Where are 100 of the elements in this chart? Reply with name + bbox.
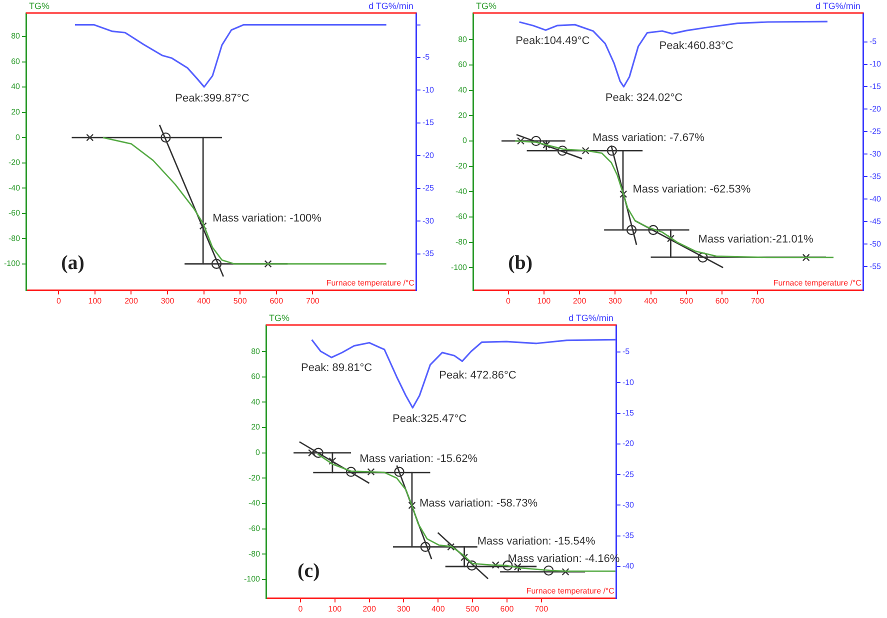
y2-tick-label: -15 <box>622 408 635 418</box>
y-tick-label: -20 <box>8 158 21 168</box>
y2-axis-title: d TG%/min <box>368 0 414 11</box>
y2-tick-label: -5 <box>622 347 630 356</box>
y-tick-label: 0 <box>256 448 261 458</box>
y2-tick-label: -35 <box>622 531 635 540</box>
x-axis-title: Furnace temperature /°C <box>526 586 615 596</box>
y-tick-label: -20 <box>248 473 261 482</box>
x-tick-label: 500 <box>466 604 480 614</box>
y2-tick-label: -10 <box>622 378 635 387</box>
y-tick-label: 20 <box>251 422 261 432</box>
x-tick-label: 400 <box>197 296 212 306</box>
y2-tick-label: -35 <box>422 248 435 258</box>
annotation: Peak:325.47°C <box>392 412 467 425</box>
y2-tick-label: -25 <box>422 184 435 193</box>
x-axis-title: Furnace temperature /°C <box>773 278 862 288</box>
x-tick-label: 500 <box>233 296 248 306</box>
y-tick-label: -80 <box>8 234 21 243</box>
x-tick-label: 100 <box>537 296 552 306</box>
y2-axis-title: d TG%/min <box>816 0 860 11</box>
annotation: Peak:104.49°C <box>516 34 590 47</box>
y-tick-label: -40 <box>455 186 468 196</box>
y2-tick-label: -20 <box>622 439 635 448</box>
annotation: Mass variation: -62.53% <box>632 184 751 196</box>
y-tick-label: -20 <box>455 161 468 170</box>
y-tick-label: -60 <box>455 212 468 222</box>
x-tick-label: 100 <box>328 604 342 614</box>
annotation: Mass variation:-21.01% <box>698 234 814 246</box>
y-tick-label: -40 <box>248 498 261 508</box>
y-tick-label: -40 <box>8 183 21 192</box>
annotation: Peak:399.87°C <box>175 92 250 105</box>
x-tick-label: 700 <box>306 296 320 306</box>
x-tick-label: 0 <box>298 604 304 614</box>
y-axis-title: TG% <box>476 0 497 11</box>
y2-tick-label: -50 <box>869 239 882 248</box>
x-tick-label: 700 <box>534 604 549 614</box>
x-tick-label: 200 <box>572 296 587 306</box>
y-tick-label: -80 <box>455 237 468 246</box>
x-tick-label: 500 <box>680 296 694 306</box>
y2-tick-label: -45 <box>869 216 882 226</box>
x-tick-label: 0 <box>506 296 512 306</box>
x-tick-label: 200 <box>362 604 376 614</box>
y-tick-label: 60 <box>11 56 21 66</box>
x-tick-label: 100 <box>88 296 102 306</box>
x-tick-label: 300 <box>397 604 411 614</box>
y2-tick-label: -15 <box>422 118 435 128</box>
y2-tick-label: -10 <box>869 59 882 68</box>
y2-tick-label: -35 <box>869 172 882 181</box>
y-tick-label: 80 <box>458 34 468 44</box>
y-axis-title: TG% <box>269 312 290 323</box>
y-tick-label: 0 <box>462 136 468 146</box>
y-tick-label: 20 <box>458 110 468 120</box>
y-tick-label: -100 <box>244 574 261 584</box>
annotation: Mass variation: -100% <box>212 212 322 224</box>
y-tick-label: -60 <box>8 208 21 218</box>
y-tick-label: 40 <box>458 85 468 94</box>
y-tick-label: -60 <box>248 524 261 533</box>
annotation: Peak: 472.86°C <box>439 370 516 382</box>
y2-tick-label: -20 <box>422 150 435 160</box>
y-tick-label: 60 <box>251 372 261 382</box>
x-tick-label: 600 <box>270 296 284 306</box>
annotation: (c) <box>298 560 320 582</box>
y2-tick-label: -20 <box>869 104 882 114</box>
y2-tick-label: -40 <box>622 562 635 571</box>
annotation: Mass variation: -15.54% <box>477 536 596 548</box>
y-tick-label: 80 <box>251 346 261 356</box>
y2-tick-label: -30 <box>422 216 435 226</box>
y2-axis-title: d TG%/min <box>568 312 614 323</box>
y2-tick-label: -55 <box>869 262 882 271</box>
y2-tick-label: -5 <box>422 52 430 62</box>
x-tick-label: 300 <box>160 296 175 306</box>
annotation: Peak: 89.81°C <box>301 362 372 374</box>
y-tick-label: -80 <box>248 549 261 558</box>
y-tick-label: 60 <box>458 60 468 70</box>
annotation: Peak:460.83°C <box>659 40 734 52</box>
x-tick-label: 400 <box>644 296 658 306</box>
y-tick-label: -100 <box>450 262 468 272</box>
y2-tick-label: -15 <box>869 82 882 91</box>
x-tick-label: 200 <box>124 296 138 306</box>
annotation: Mass variation: -7.67% <box>592 132 705 144</box>
y-tick-label: -100 <box>4 259 21 268</box>
x-tick-label: 0 <box>56 296 62 306</box>
x-tick-label: 600 <box>715 296 730 306</box>
y2-tick-label: -30 <box>869 149 882 158</box>
annotation: Peak: 324.02°C <box>605 92 683 104</box>
y-axis-title: TG% <box>29 0 50 11</box>
y-tick-label: 80 <box>11 32 21 41</box>
y-tick-label: 0 <box>16 132 21 142</box>
y-tick-label: 40 <box>11 82 21 92</box>
y2-tick-label: -10 <box>422 85 435 94</box>
x-tick-label: 700 <box>750 296 765 306</box>
y2-tick-label: -30 <box>622 500 635 510</box>
y2-tick-label: -40 <box>869 194 882 204</box>
annotation: (a) <box>61 252 84 274</box>
x-tick-label: 400 <box>431 604 446 614</box>
x-tick-label: 300 <box>608 296 622 306</box>
x-axis-title: Furnace temperature /°C <box>326 278 415 288</box>
x-tick-label: 600 <box>500 604 514 614</box>
annotation: Mass variation: -15.62% <box>360 452 478 465</box>
y2-tick-label: -25 <box>622 470 635 479</box>
